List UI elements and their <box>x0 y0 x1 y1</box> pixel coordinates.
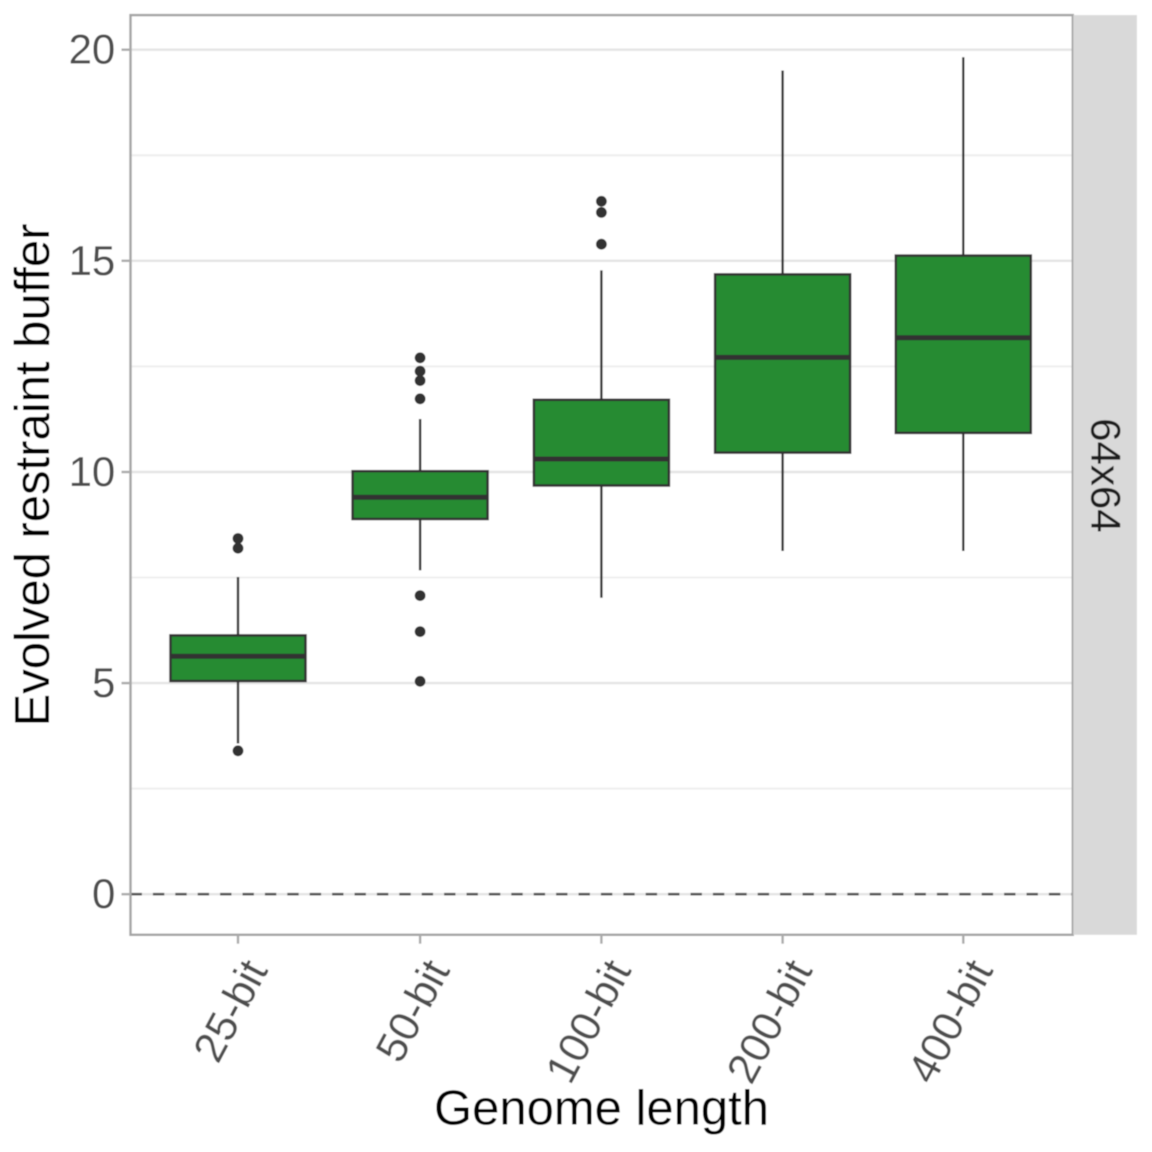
svg-text:64x64: 64x64 <box>1082 418 1129 532</box>
svg-text:10: 10 <box>69 448 116 495</box>
svg-text:15: 15 <box>69 237 116 284</box>
svg-text:Genome length: Genome length <box>434 1082 769 1136</box>
svg-text:5: 5 <box>92 659 115 706</box>
svg-text:20: 20 <box>69 26 116 73</box>
svg-text:0: 0 <box>92 870 115 917</box>
svg-text:Evolved restraint buffer: Evolved restraint buffer <box>6 224 60 727</box>
